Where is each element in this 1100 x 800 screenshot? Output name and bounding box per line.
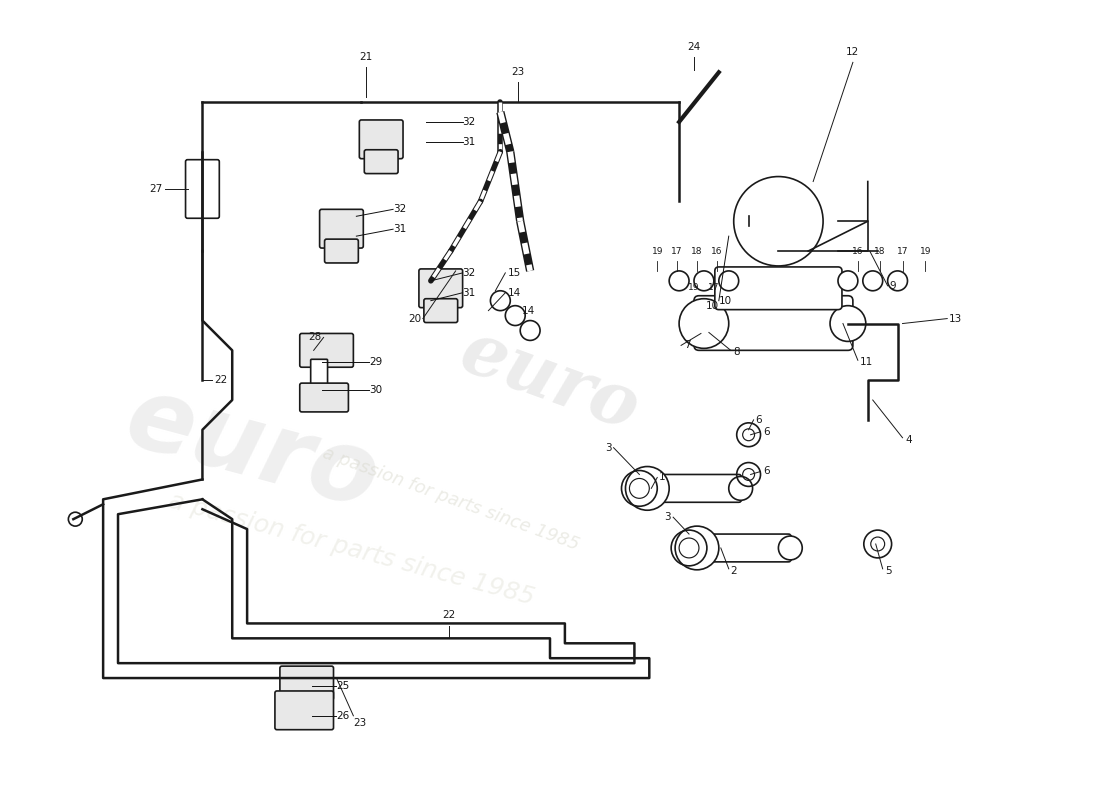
- Text: 27: 27: [150, 185, 163, 194]
- Circle shape: [718, 271, 739, 290]
- Text: 2: 2: [730, 566, 737, 576]
- Text: 19: 19: [689, 283, 700, 292]
- Circle shape: [862, 271, 882, 290]
- Text: 28: 28: [308, 333, 321, 342]
- Text: 1: 1: [659, 473, 666, 482]
- Text: 25: 25: [337, 681, 350, 691]
- Text: 17: 17: [896, 247, 909, 256]
- Circle shape: [675, 526, 718, 570]
- FancyBboxPatch shape: [696, 534, 791, 562]
- Text: 23: 23: [512, 67, 525, 78]
- Text: 3: 3: [664, 512, 671, 522]
- Text: 8: 8: [734, 347, 740, 358]
- Text: 19: 19: [920, 247, 931, 256]
- FancyBboxPatch shape: [320, 210, 363, 248]
- FancyBboxPatch shape: [360, 120, 403, 158]
- Circle shape: [888, 271, 907, 290]
- Text: 7: 7: [684, 340, 691, 350]
- FancyBboxPatch shape: [419, 269, 463, 308]
- Circle shape: [779, 536, 802, 560]
- FancyBboxPatch shape: [694, 296, 852, 350]
- Circle shape: [669, 271, 689, 290]
- FancyBboxPatch shape: [186, 160, 219, 218]
- FancyBboxPatch shape: [364, 150, 398, 174]
- Text: 17: 17: [671, 247, 683, 256]
- Text: euro: euro: [116, 370, 389, 530]
- Text: 21: 21: [360, 52, 373, 62]
- Text: 18: 18: [691, 247, 703, 256]
- Circle shape: [830, 306, 866, 342]
- Circle shape: [491, 290, 510, 310]
- Circle shape: [68, 512, 82, 526]
- Text: 24: 24: [688, 42, 701, 53]
- Text: 17: 17: [708, 283, 719, 292]
- FancyBboxPatch shape: [715, 267, 842, 310]
- FancyBboxPatch shape: [424, 298, 458, 322]
- Text: 6: 6: [763, 466, 770, 477]
- Text: 19: 19: [651, 247, 663, 256]
- Text: euro: euro: [451, 315, 649, 445]
- FancyBboxPatch shape: [299, 383, 349, 412]
- FancyBboxPatch shape: [299, 334, 353, 367]
- FancyBboxPatch shape: [279, 666, 333, 700]
- Text: 10: 10: [718, 296, 732, 306]
- FancyBboxPatch shape: [647, 474, 741, 502]
- Text: 20: 20: [408, 314, 421, 323]
- Text: 15: 15: [508, 268, 521, 278]
- Text: 32: 32: [463, 268, 476, 278]
- Text: 18: 18: [873, 247, 886, 256]
- Circle shape: [520, 321, 540, 341]
- FancyBboxPatch shape: [310, 359, 328, 391]
- Text: 22: 22: [214, 375, 228, 385]
- Circle shape: [679, 298, 728, 348]
- Circle shape: [505, 306, 525, 326]
- Text: 4: 4: [905, 434, 912, 445]
- Text: 13: 13: [949, 314, 962, 323]
- Text: 31: 31: [463, 288, 476, 298]
- Circle shape: [626, 466, 669, 510]
- Circle shape: [728, 477, 752, 500]
- Text: 31: 31: [463, 137, 476, 147]
- Text: 32: 32: [463, 117, 476, 127]
- Text: 14: 14: [508, 288, 521, 298]
- Text: 12: 12: [846, 47, 859, 58]
- Circle shape: [694, 271, 714, 290]
- Text: 9: 9: [890, 281, 896, 290]
- Circle shape: [838, 271, 858, 290]
- Text: 29: 29: [370, 358, 383, 367]
- Text: 30: 30: [370, 385, 383, 395]
- Text: 6: 6: [756, 415, 762, 425]
- Text: 11: 11: [860, 358, 873, 367]
- Text: 10: 10: [706, 301, 718, 310]
- Text: a passion for parts since 1985: a passion for parts since 1985: [320, 444, 582, 554]
- FancyBboxPatch shape: [275, 691, 333, 730]
- Text: 31: 31: [393, 224, 406, 234]
- Text: a passion for parts since 1985: a passion for parts since 1985: [166, 489, 537, 610]
- Text: 6: 6: [763, 426, 770, 437]
- Text: 14: 14: [522, 306, 536, 316]
- Text: 26: 26: [337, 710, 350, 721]
- Text: 16: 16: [711, 247, 723, 256]
- Text: 16: 16: [852, 247, 864, 256]
- FancyBboxPatch shape: [324, 239, 359, 263]
- Text: 23: 23: [353, 718, 366, 728]
- Text: 32: 32: [393, 204, 406, 214]
- Text: 5: 5: [886, 566, 892, 576]
- Text: 22: 22: [442, 610, 455, 621]
- Text: 3: 3: [605, 442, 612, 453]
